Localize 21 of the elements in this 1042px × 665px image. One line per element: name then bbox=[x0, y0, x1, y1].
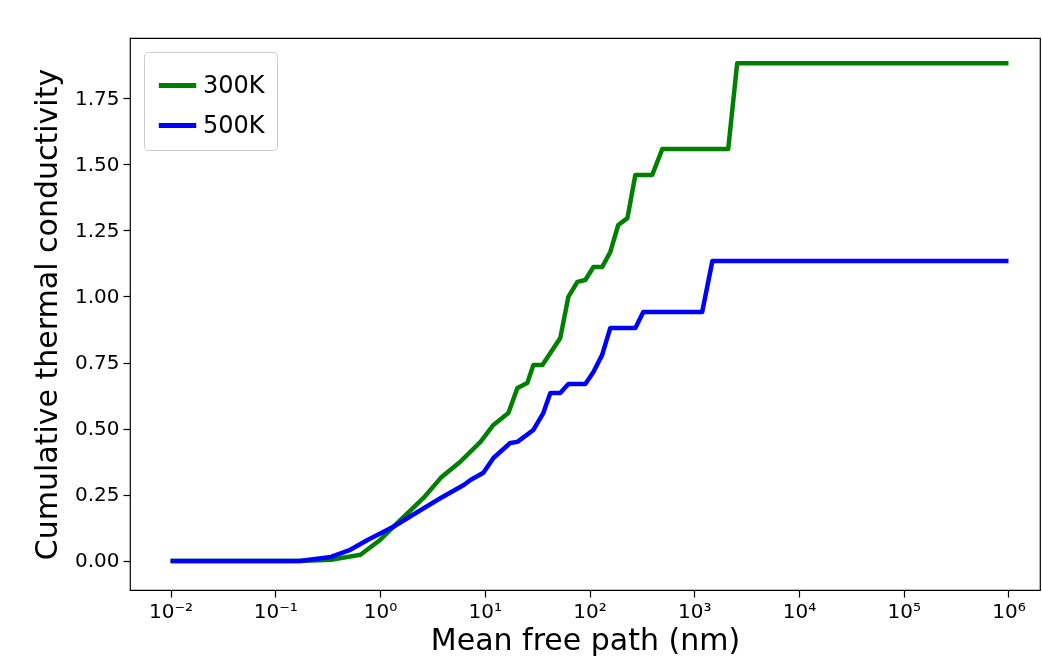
x-tick-label: 10⁰ bbox=[363, 598, 398, 623]
x-tick-label: 10⁻² bbox=[149, 598, 194, 623]
x-tick-label: 10¹ bbox=[468, 598, 503, 623]
y-axis-title: Cumulative thermal conductivity bbox=[28, 68, 64, 561]
legend-label: 500K bbox=[203, 110, 266, 139]
y-tick-label: 1.00 bbox=[74, 283, 120, 308]
y-tick-label: 0.25 bbox=[74, 482, 120, 507]
x-tick-label: 10⁴ bbox=[782, 598, 817, 623]
x-tick-label: 10⁶ bbox=[992, 598, 1026, 623]
x-tick-label: 10² bbox=[573, 598, 607, 623]
legend-label: 300K bbox=[203, 70, 266, 99]
y-tick-label: 1.75 bbox=[74, 85, 120, 110]
y-tick-label: 0.50 bbox=[74, 416, 120, 441]
y-tick-label: 0.00 bbox=[74, 548, 120, 573]
y-tick-label: 1.25 bbox=[74, 217, 120, 242]
x-tick-label: 10⁵ bbox=[887, 598, 921, 623]
y-tick-label: 1.50 bbox=[74, 151, 120, 176]
y-tick-label: 0.75 bbox=[74, 350, 120, 375]
x-axis-title: Mean free path (nm) bbox=[430, 621, 741, 657]
x-tick-label: 10³ bbox=[678, 598, 712, 623]
x-tick-label: 10⁻¹ bbox=[253, 598, 298, 623]
